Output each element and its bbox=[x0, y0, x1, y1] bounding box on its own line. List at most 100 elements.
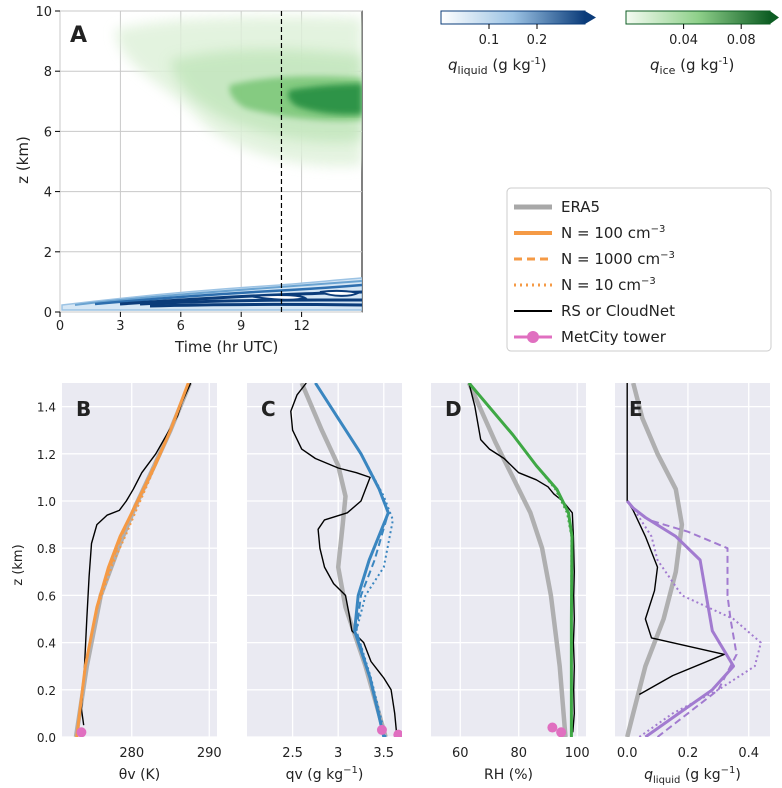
panel-c: 2.5 3 3.5 Cqv (g kg−1) bbox=[247, 383, 402, 783]
series-rs bbox=[290, 383, 398, 733]
y-tick-label: 0.8 bbox=[37, 542, 56, 556]
y-tick-label: 0.4 bbox=[37, 637, 56, 651]
colorbar-tick-label: 0.2 bbox=[527, 33, 548, 48]
series-group bbox=[290, 383, 402, 737]
x-tick-label: 0.2 bbox=[678, 746, 699, 761]
series-era5 bbox=[625, 383, 685, 737]
legend: ERA5 N = 100 cm−3 N = 1000 cm−3 N = 10 cm−3… bbox=[506, 187, 772, 352]
x-tick-label: 0.4 bbox=[738, 746, 759, 761]
legend-box bbox=[506, 187, 772, 352]
x-tick-label: 12 bbox=[293, 319, 310, 334]
x-tick-label: 3.5 bbox=[373, 746, 394, 761]
x-axis-label: θv (K) bbox=[119, 767, 160, 783]
panel-label: C bbox=[261, 397, 276, 421]
series-rs bbox=[468, 383, 575, 733]
x-tick-label: 9 bbox=[237, 319, 245, 334]
series-group bbox=[466, 383, 575, 737]
metcity-marker bbox=[556, 727, 567, 737]
legend-label: ERA5 bbox=[561, 198, 600, 216]
y-tick-label: 0.6 bbox=[37, 589, 56, 603]
colorbar-ice-ticks: 0.04 0.08 bbox=[669, 24, 756, 48]
metcity-marker bbox=[376, 724, 387, 735]
x-tick-label: 6 bbox=[177, 319, 185, 334]
series-era5 bbox=[466, 383, 568, 737]
series-n100 bbox=[314, 383, 390, 737]
legend-label: RS or CloudNet bbox=[561, 302, 675, 320]
panel-a-ylabel: z (km) bbox=[14, 136, 32, 184]
x-tick-label: 0 bbox=[56, 319, 64, 334]
panel-background bbox=[62, 383, 217, 737]
colorbar-ice: 0.04 0.08 qice (g kg-1) bbox=[625, 10, 779, 77]
x-tick-label: 3 bbox=[116, 319, 124, 334]
ice-field bbox=[115, 16, 362, 167]
panel-a-axes: 0 3 6 9 12 0 2 4 6 8 10 bbox=[35, 5, 309, 334]
colorbar-liquid-ticks: 0.1 0.2 bbox=[479, 24, 548, 48]
panel-a: 0 3 6 9 12 0 2 4 6 8 10 A Time (hr UTC) z (km) bbox=[14, 5, 363, 356]
panel-label: D bbox=[445, 397, 462, 421]
series-n10 bbox=[314, 383, 394, 737]
legend-entries: ERA5 N = 100 cm−3 N = 1000 cm−3 N = 10 cm−3… bbox=[514, 198, 675, 346]
series-n100 bbox=[626, 500, 735, 737]
colorbar-liquid-extend bbox=[585, 11, 596, 24]
colorbar-liquid-title: qliquid (g kg-1) bbox=[448, 56, 547, 77]
x-tick-label: 2.5 bbox=[282, 746, 303, 761]
y-tick-label: 1.4 bbox=[37, 401, 56, 415]
legend-label: N = 10 cm−3 bbox=[561, 276, 656, 294]
x-tick-label: 0.0 bbox=[617, 746, 638, 761]
x-axis-label: qv (g kg−1) bbox=[286, 765, 364, 783]
legend-label: N = 1000 cm−3 bbox=[561, 250, 675, 268]
y-tick-label: 0.2 bbox=[37, 684, 56, 698]
panel-d: 60 80 100 D RH (%) bbox=[431, 383, 590, 783]
panel-a-label: A bbox=[70, 23, 87, 48]
profile-panels: 280 290 0.0 0.2 0.4 0.6 0.8 1.0 1.2 1.4 Bθv (K) 2.5… bbox=[37, 383, 770, 786]
legend-label: MetCity tower bbox=[561, 328, 667, 346]
y-tick-label: 4 bbox=[44, 186, 52, 201]
metcity-marker bbox=[76, 727, 87, 737]
colorbar-liquid: 0.1 0.2 qliquid (g kg-1) bbox=[440, 10, 596, 77]
legend-marker-metcity bbox=[527, 331, 539, 343]
x-tick-label: 3 bbox=[334, 746, 342, 761]
y-tick-label: 1.2 bbox=[37, 448, 56, 462]
x-tick-label: 290 bbox=[197, 746, 222, 761]
legend-label: N = 100 cm−3 bbox=[561, 224, 665, 242]
colorbar-tick-label: 0.1 bbox=[479, 33, 500, 48]
colorbar-ice-title: qice (g kg-1) bbox=[650, 56, 734, 77]
panel-b: 280 290 0.0 0.2 0.4 0.6 0.8 1.0 1.2 1.4 Bθv (K) bbox=[37, 383, 222, 783]
y-tick-label: 10 bbox=[35, 5, 52, 20]
panel-label: E bbox=[629, 397, 643, 421]
panel-a-fields bbox=[61, 16, 362, 311]
profiles-ylabel: z (km) bbox=[11, 544, 26, 585]
panel-a-xlabel: Time (hr UTC) bbox=[174, 338, 278, 356]
series-n1000 bbox=[468, 383, 573, 737]
metcity-marker bbox=[393, 729, 402, 737]
metcity-marker bbox=[547, 722, 558, 733]
series-group bbox=[73, 383, 192, 737]
series-n1000 bbox=[626, 500, 738, 737]
x-axis-label: qliquid (g kg−1) bbox=[644, 765, 741, 786]
y-tick-label: 0 bbox=[44, 306, 52, 321]
liquid-field bbox=[61, 277, 362, 311]
panel-background bbox=[615, 383, 770, 737]
colorbar-liquid-bar bbox=[440, 10, 586, 25]
x-axis-label: RH (%) bbox=[484, 767, 533, 783]
y-tick-label: 2 bbox=[44, 246, 52, 261]
colorbar-ice-bar bbox=[625, 10, 771, 25]
series-n10 bbox=[75, 383, 190, 737]
x-tick-label: 280 bbox=[119, 746, 144, 761]
series-group bbox=[625, 383, 762, 737]
series-n10 bbox=[626, 500, 762, 737]
panel-background bbox=[247, 383, 402, 737]
x-tick-label: 60 bbox=[452, 746, 469, 761]
x-tick-label: 80 bbox=[510, 746, 527, 761]
y-tick-label: 8 bbox=[44, 65, 52, 80]
y-tick-label: 0.0 bbox=[37, 731, 56, 745]
colorbar-tick-label: 0.04 bbox=[669, 33, 698, 48]
y-tick-label: 1.0 bbox=[37, 495, 56, 509]
colorbar-tick-label: 0.08 bbox=[727, 33, 756, 48]
y-tick-label: 6 bbox=[44, 125, 52, 140]
colorbar-ice-extend bbox=[770, 11, 779, 24]
x-tick-label: 100 bbox=[565, 746, 590, 761]
panel-label: B bbox=[76, 397, 91, 421]
